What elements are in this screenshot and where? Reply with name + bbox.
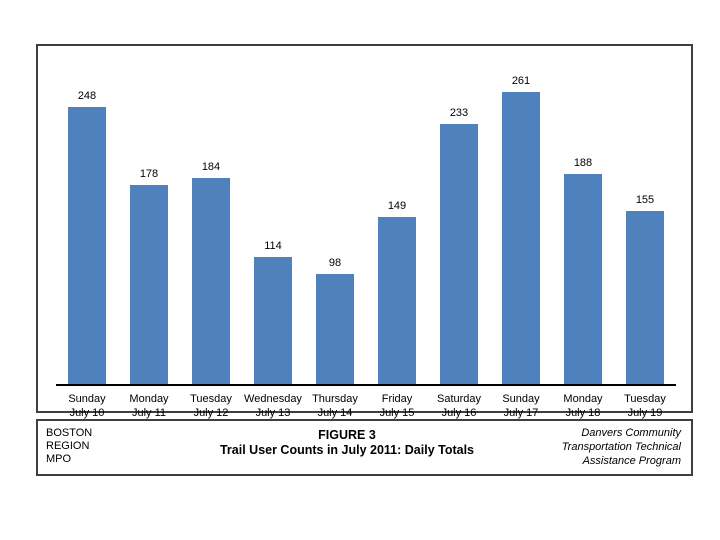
- bar-value-label: 98: [328, 257, 342, 269]
- category-date-label: July 12: [193, 407, 229, 419]
- figure-number: FIGURE 3: [318, 428, 376, 442]
- category-day-label: Monday: [129, 393, 169, 405]
- category-day-label: Tuesday: [624, 393, 666, 405]
- credit-line: Transportation Technical: [561, 441, 681, 453]
- bar: [626, 211, 664, 384]
- bar-slot: 114: [242, 73, 304, 384]
- category-label: Sunday July 10: [56, 392, 118, 420]
- bar-slot: 261: [490, 73, 552, 384]
- category-date-label: July 15: [379, 407, 415, 419]
- bar-value-label: 149: [387, 200, 407, 212]
- bar: [440, 124, 478, 384]
- category-day-label: Monday: [563, 393, 603, 405]
- category-date-label: July 18: [565, 407, 601, 419]
- category-date-label: July 14: [317, 407, 353, 419]
- figure-title: Trail User Counts in July 2011: Daily To…: [219, 443, 475, 457]
- category-date-label: July 10: [69, 407, 105, 419]
- category-label: Tuesday July 19: [614, 392, 676, 420]
- category-label: Thursday July 14: [304, 392, 366, 420]
- bar-value-label: 178: [139, 168, 159, 180]
- category-label: Tuesday July 12: [180, 392, 242, 420]
- credit-line: Danvers Community: [581, 427, 681, 439]
- category-day-label: Sunday: [502, 393, 540, 405]
- bar-value-label: 248: [77, 90, 97, 102]
- category-label: Monday July 11: [118, 392, 180, 420]
- bar-slot: 98: [304, 73, 366, 384]
- category-day-label: Thursday: [312, 393, 358, 405]
- agency-line: REGION: [46, 440, 90, 452]
- figure-caption: FIGURE 3 Trail User Counts in July 2011:…: [178, 421, 516, 474]
- bar: [316, 274, 354, 384]
- category-date-label: July 13: [255, 407, 291, 419]
- category-label: Friday July 15: [366, 392, 428, 420]
- category-day-label: Wednesday: [244, 393, 302, 405]
- program-credit: Danvers Community Transportation Technic…: [516, 421, 691, 474]
- bar-value-label: 114: [264, 240, 282, 252]
- bar: [564, 174, 602, 384]
- bar: [68, 107, 106, 384]
- agency-line: MPO: [46, 453, 72, 465]
- footer: BOSTON REGION MPO FIGURE 3 Trail User Co…: [36, 419, 693, 476]
- category-date-label: July 17: [503, 407, 539, 419]
- category-day-label: Sunday: [68, 393, 106, 405]
- chart-area: 248 178 184 114 98 149 233 261 188 155 Sunday July…: [36, 44, 693, 419]
- category-date-label: July 11: [131, 407, 167, 419]
- bar-slot: 155: [614, 73, 676, 384]
- category-day-label: Tuesday: [190, 393, 232, 405]
- category-day-label: Saturday: [436, 393, 482, 405]
- bar-value-label: 261: [511, 75, 531, 87]
- bar: [254, 257, 292, 384]
- category-label: Monday July 18: [552, 392, 614, 420]
- category-label: Saturday July 16: [428, 392, 490, 420]
- bar: [192, 178, 230, 384]
- bar-slot: 248: [56, 73, 118, 384]
- bar-value-label: 188: [573, 157, 593, 169]
- agency-line: BOSTON: [46, 427, 93, 439]
- category-label: Wednesday July 13: [242, 392, 304, 420]
- bar-slot: 149: [366, 73, 428, 384]
- bar-slot: 188: [552, 73, 614, 384]
- bar: [502, 92, 540, 384]
- bar-slot: 233: [428, 73, 490, 384]
- bar: [130, 185, 168, 384]
- bar: [378, 217, 416, 384]
- bar-slot: 184: [180, 73, 242, 384]
- credit-line: Assistance Program: [582, 455, 681, 467]
- bar-value-label: 155: [635, 194, 655, 206]
- bar-value-label: 233: [449, 107, 469, 119]
- category-date-label: July 16: [441, 407, 477, 419]
- category-label: Sunday July 17: [490, 392, 552, 420]
- bar-slot: 178: [118, 73, 180, 384]
- bar-value-label: 184: [201, 161, 221, 173]
- category-date-label: July 19: [627, 407, 663, 419]
- x-axis-labels: Sunday July 10 Monday July 11 Tuesday July 12…: [56, 392, 676, 420]
- category-day-label: Friday: [381, 393, 413, 405]
- plot-area: 248 178 184 114 98 149 233 261 188 155: [56, 73, 676, 386]
- agency-block: BOSTON REGION MPO: [38, 421, 178, 474]
